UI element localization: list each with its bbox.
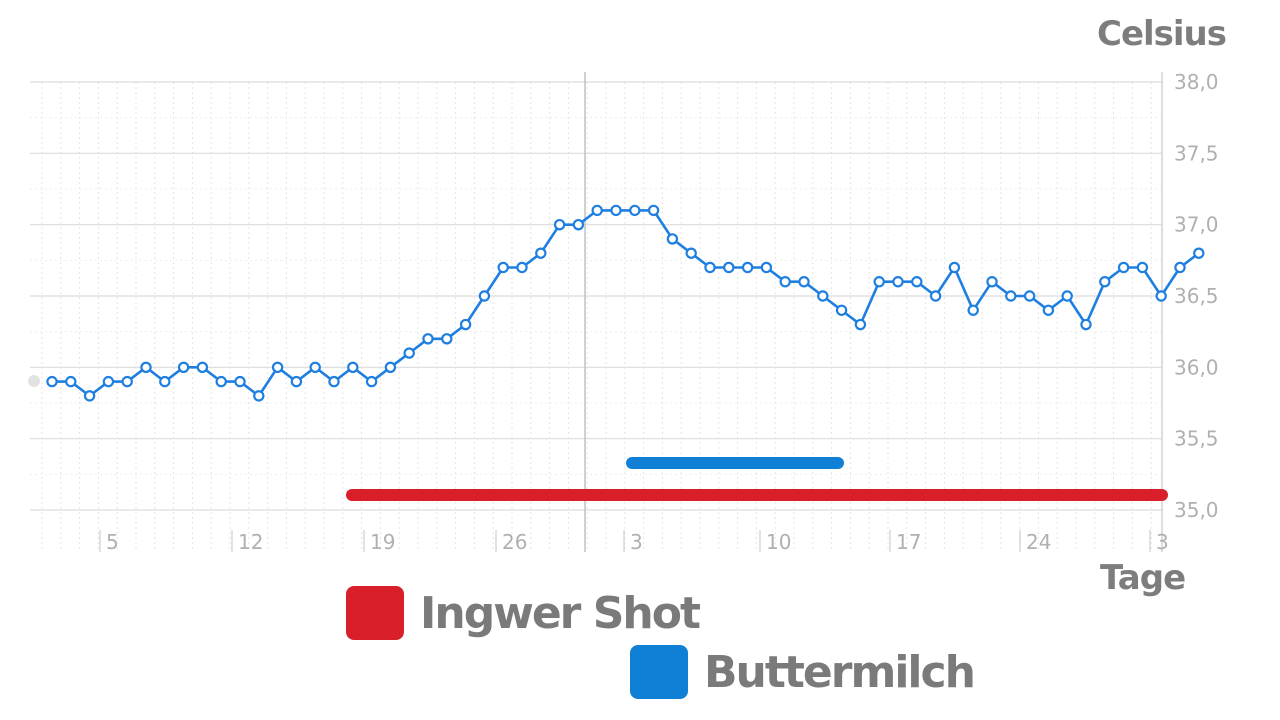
temperature-point	[497, 261, 509, 274]
y-tick-label: 38,0	[1174, 70, 1219, 94]
x-tick-label: 10	[766, 530, 791, 554]
x-axis-label: Tage	[1100, 558, 1186, 598]
temperature-point	[46, 375, 58, 388]
temperature-point	[196, 361, 209, 374]
temperature-point	[817, 290, 829, 302]
temperature-point	[328, 375, 340, 388]
temperature-point	[647, 204, 660, 217]
temperature-point	[1099, 276, 1111, 288]
temperature-point	[1155, 290, 1167, 302]
x-tick-label: 26	[502, 530, 527, 554]
temperature-point	[685, 247, 697, 259]
y-tick-label: 36,5	[1174, 284, 1219, 308]
temperature-point	[140, 361, 152, 374]
intake-bars	[346, 457, 1168, 501]
y-axis-ticks: 35,0 35,5 36,0 36,5 37,0 37,5 38,0	[1174, 70, 1219, 522]
temperature-point	[83, 390, 96, 402]
temperature-point	[422, 333, 434, 345]
temperature-point	[723, 261, 735, 274]
temperature-point	[121, 375, 133, 388]
temperature-point	[384, 361, 397, 374]
temperature-point	[347, 361, 359, 374]
temperature-point	[1005, 290, 1017, 302]
temperature-point	[365, 375, 378, 388]
temperature-point	[929, 290, 942, 302]
y-axis-label: Celsius	[1097, 14, 1227, 54]
temperature-point	[948, 261, 961, 274]
temperature-point	[854, 318, 867, 331]
temperature-point	[1023, 290, 1036, 302]
temperature-series	[46, 204, 1205, 402]
x-tick-label: 3	[1156, 530, 1169, 554]
y-tick-label: 37,5	[1174, 141, 1219, 165]
temperature-point	[967, 304, 979, 316]
temperature-point	[516, 261, 528, 274]
temperature-point	[441, 333, 453, 345]
x-tick-label: 5	[106, 530, 119, 554]
temperature-point	[553, 218, 566, 231]
temperature-point	[572, 218, 585, 231]
temperature-point	[986, 276, 998, 288]
temperature-point	[873, 276, 885, 288]
y-tick-label: 35,5	[1174, 427, 1219, 451]
x-tick-label: 24	[1026, 530, 1051, 554]
temperature-point	[403, 347, 415, 359]
start-point-marker	[28, 375, 40, 387]
temperature-point	[892, 276, 904, 288]
temperature-point	[478, 290, 491, 302]
y-tick-label: 35,0	[1174, 498, 1219, 522]
temperature-point	[704, 261, 716, 274]
x-tick-label: 3	[630, 530, 643, 554]
x-tick-label: 19	[370, 530, 395, 554]
y-tick-label: 36,0	[1174, 355, 1219, 379]
legend-swatch-buttermilch	[630, 645, 688, 699]
temperature-point	[271, 361, 284, 374]
legend-label-ingwer-shot: Ingwer Shot	[420, 587, 701, 639]
temperature-point	[779, 276, 791, 288]
legend-item-ingwer-shot: Ingwer Shot	[346, 586, 701, 640]
temperature-point	[309, 361, 321, 374]
temperature-point	[610, 204, 622, 217]
temperature-point	[1136, 261, 1149, 274]
legend-item-buttermilch: Buttermilch	[630, 645, 976, 699]
temperature-point	[1117, 261, 1130, 274]
temperature-point	[798, 276, 810, 288]
temperature-point	[459, 318, 472, 331]
temperature-point	[1174, 261, 1186, 274]
temperature-point	[253, 390, 265, 402]
x-axis-ticks: 5 12 19 26 3 10 17 24 3	[99, 530, 1169, 554]
x-tick-label: 12	[238, 530, 263, 554]
temperature-point	[835, 304, 848, 316]
temperature-point	[760, 261, 773, 274]
temperature-point	[911, 276, 923, 288]
temperature-point	[215, 375, 227, 388]
y-tick-label: 37,0	[1174, 213, 1219, 237]
temperature-point	[177, 361, 190, 374]
temperature-point	[741, 261, 754, 274]
temperature-point	[234, 375, 246, 388]
chart-grid	[30, 72, 1163, 552]
legend-swatch-ingwer-shot	[346, 586, 404, 640]
temperature-point	[591, 204, 603, 217]
temperature-point	[629, 204, 641, 217]
temperature-point	[1193, 247, 1205, 259]
legend-label-buttermilch: Buttermilch	[704, 646, 976, 698]
temperature-point	[1061, 290, 1073, 302]
temperature-point	[1080, 318, 1092, 331]
temperature-point	[1042, 304, 1055, 316]
x-tick-label: 17	[896, 530, 921, 554]
temperature-point	[535, 247, 547, 259]
temperature-point	[65, 375, 77, 388]
temperature-point	[290, 375, 303, 388]
temperature-line	[52, 209, 1200, 398]
temperature-point	[159, 375, 171, 388]
temperature-point	[666, 233, 679, 245]
temperature-point	[102, 375, 115, 388]
